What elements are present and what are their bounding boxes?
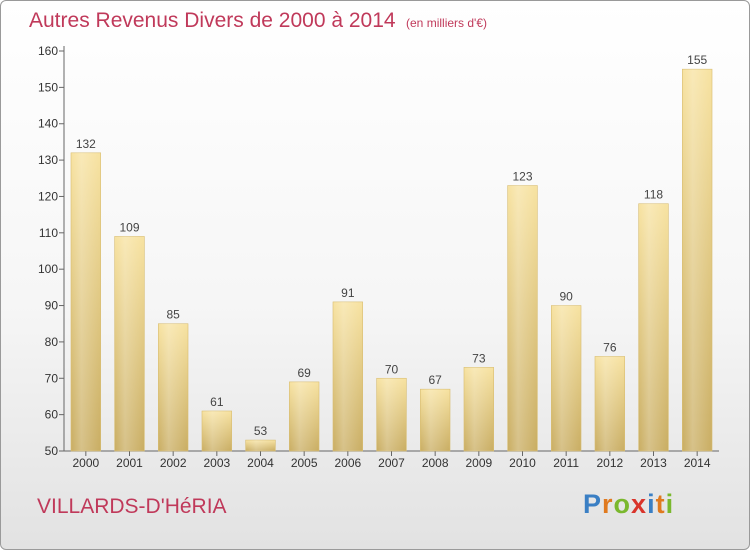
bar-highlight: [463, 367, 494, 451]
brand-letter: r: [602, 489, 614, 519]
bar-highlight: [158, 323, 189, 451]
chart-subtitle: (en milliers d'€): [406, 16, 487, 30]
brand-letter: o: [613, 489, 632, 519]
y-tick-label: 60: [45, 408, 59, 422]
brand-letter: t: [655, 489, 666, 519]
x-tick-label: 2004: [247, 456, 274, 470]
brand-letter: i: [647, 489, 656, 519]
y-tick-label: 90: [45, 299, 59, 313]
bar-highlight: [332, 301, 363, 451]
x-tick-label: 2005: [291, 456, 318, 470]
x-tick-label: 2007: [378, 456, 405, 470]
x-tick-label: 2001: [116, 456, 143, 470]
y-tick-label: 130: [38, 153, 58, 167]
data-label: 85: [166, 308, 180, 322]
data-label: 67: [428, 373, 442, 387]
bar-highlight: [376, 378, 407, 451]
x-tick-label: 2008: [422, 456, 449, 470]
x-tick-label: 2003: [203, 456, 230, 470]
y-tick-label: 80: [45, 335, 59, 349]
brand-letter: P: [583, 489, 603, 519]
bar-highlight: [114, 236, 145, 451]
data-label: 132: [76, 137, 96, 151]
data-label: 155: [687, 53, 707, 67]
data-label: 109: [119, 220, 139, 234]
brand-letter: i: [665, 489, 675, 519]
x-tick-label: 2014: [684, 456, 711, 470]
bar-highlight: [551, 305, 582, 451]
data-label: 69: [297, 366, 311, 380]
bar-highlight: [594, 356, 625, 451]
x-tick-label: 2000: [72, 456, 99, 470]
bar-highlight: [638, 203, 669, 451]
y-tick-label: 70: [45, 371, 59, 385]
bar-highlight: [420, 389, 451, 451]
bar-highlight: [70, 152, 101, 451]
data-label: 73: [472, 351, 486, 365]
y-tick-label: 50: [45, 444, 59, 458]
data-label: 90: [559, 290, 573, 304]
y-tick-label: 140: [38, 117, 58, 131]
data-label: 61: [210, 395, 224, 409]
chart-title: Autres Revenus Divers de 2000 à 2014: [29, 9, 396, 32]
y-tick-label: 120: [38, 189, 58, 203]
y-axis: 50 60 70 80 90 100 110 120 130 140 150 160: [38, 44, 65, 458]
y-tick-label: 160: [38, 44, 58, 58]
brand-letter: x: [631, 489, 648, 519]
y-tick-label: 110: [39, 226, 58, 240]
x-tick-label: 2002: [160, 456, 187, 470]
x-tick-label: 2012: [596, 456, 623, 470]
y-tick-label: 100: [38, 262, 58, 276]
data-label: 118: [644, 188, 663, 202]
x-tick-label: 2011: [553, 456, 579, 470]
data-label: 70: [385, 362, 399, 376]
brand-logo: Proxiti: [583, 489, 674, 520]
bar-highlight: [201, 411, 232, 451]
bar-highlight: [682, 69, 713, 451]
bar-highlight: [289, 381, 320, 451]
bars-group: [70, 68, 713, 452]
town-name: VILLARDS-D'HéRIA: [37, 495, 227, 518]
data-label: 76: [603, 340, 617, 354]
data-label: 53: [254, 424, 268, 438]
x-axis: 2000 2001 2002 2003 2004 2005 2006 2007 2008 2009…: [64, 450, 719, 470]
y-tick-label: 150: [38, 80, 58, 94]
data-label: 123: [512, 170, 532, 184]
x-tick-label: 2013: [640, 456, 667, 470]
data-labels-group: 132 109 85 61 53 69 91 70 67 73 123 90 76 118 155: [76, 53, 708, 438]
x-tick-label: 2010: [509, 456, 536, 470]
bar-highlight: [245, 440, 276, 451]
chart-title-block: Autres Revenus Divers de 2000 à 2014 (en…: [29, 9, 487, 33]
bar-highlight: [507, 185, 538, 451]
x-tick-label: 2009: [465, 456, 492, 470]
data-label: 91: [341, 286, 355, 300]
x-tick-label: 2006: [334, 456, 361, 470]
